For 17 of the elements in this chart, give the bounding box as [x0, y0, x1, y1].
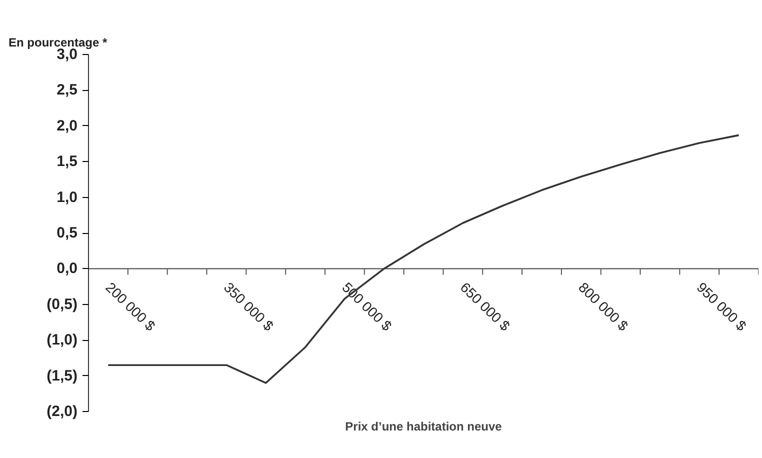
- x-tick-label: 650 000 $: [457, 279, 514, 334]
- y-tick-label: 1,5: [56, 153, 78, 170]
- y-tick-label: (2,0): [46, 403, 78, 420]
- y-tick-label: 0,0: [56, 260, 78, 278]
- y-tick-label: (1,0): [46, 332, 78, 349]
- y-tick-label: (0,5): [46, 296, 78, 313]
- x-tick-label: 350 000 $: [220, 279, 277, 334]
- x-tick-label: 950 000 $: [694, 279, 750, 334]
- x-tick-label: 500 000 $: [339, 279, 396, 334]
- x-axis-title: Prix d’une habitation neuve: [345, 420, 502, 434]
- y-tick-label: 0,5: [56, 224, 78, 242]
- y-tick-label: 2,0: [56, 117, 78, 134]
- y-tick-label: (1,5): [46, 367, 78, 384]
- x-tick-label: 200 000 $: [102, 279, 159, 334]
- y-tick-label: 1,0: [56, 188, 78, 206]
- x-tick-label: 800 000 $: [576, 279, 632, 334]
- y-tick-label: 2,5: [56, 82, 78, 99]
